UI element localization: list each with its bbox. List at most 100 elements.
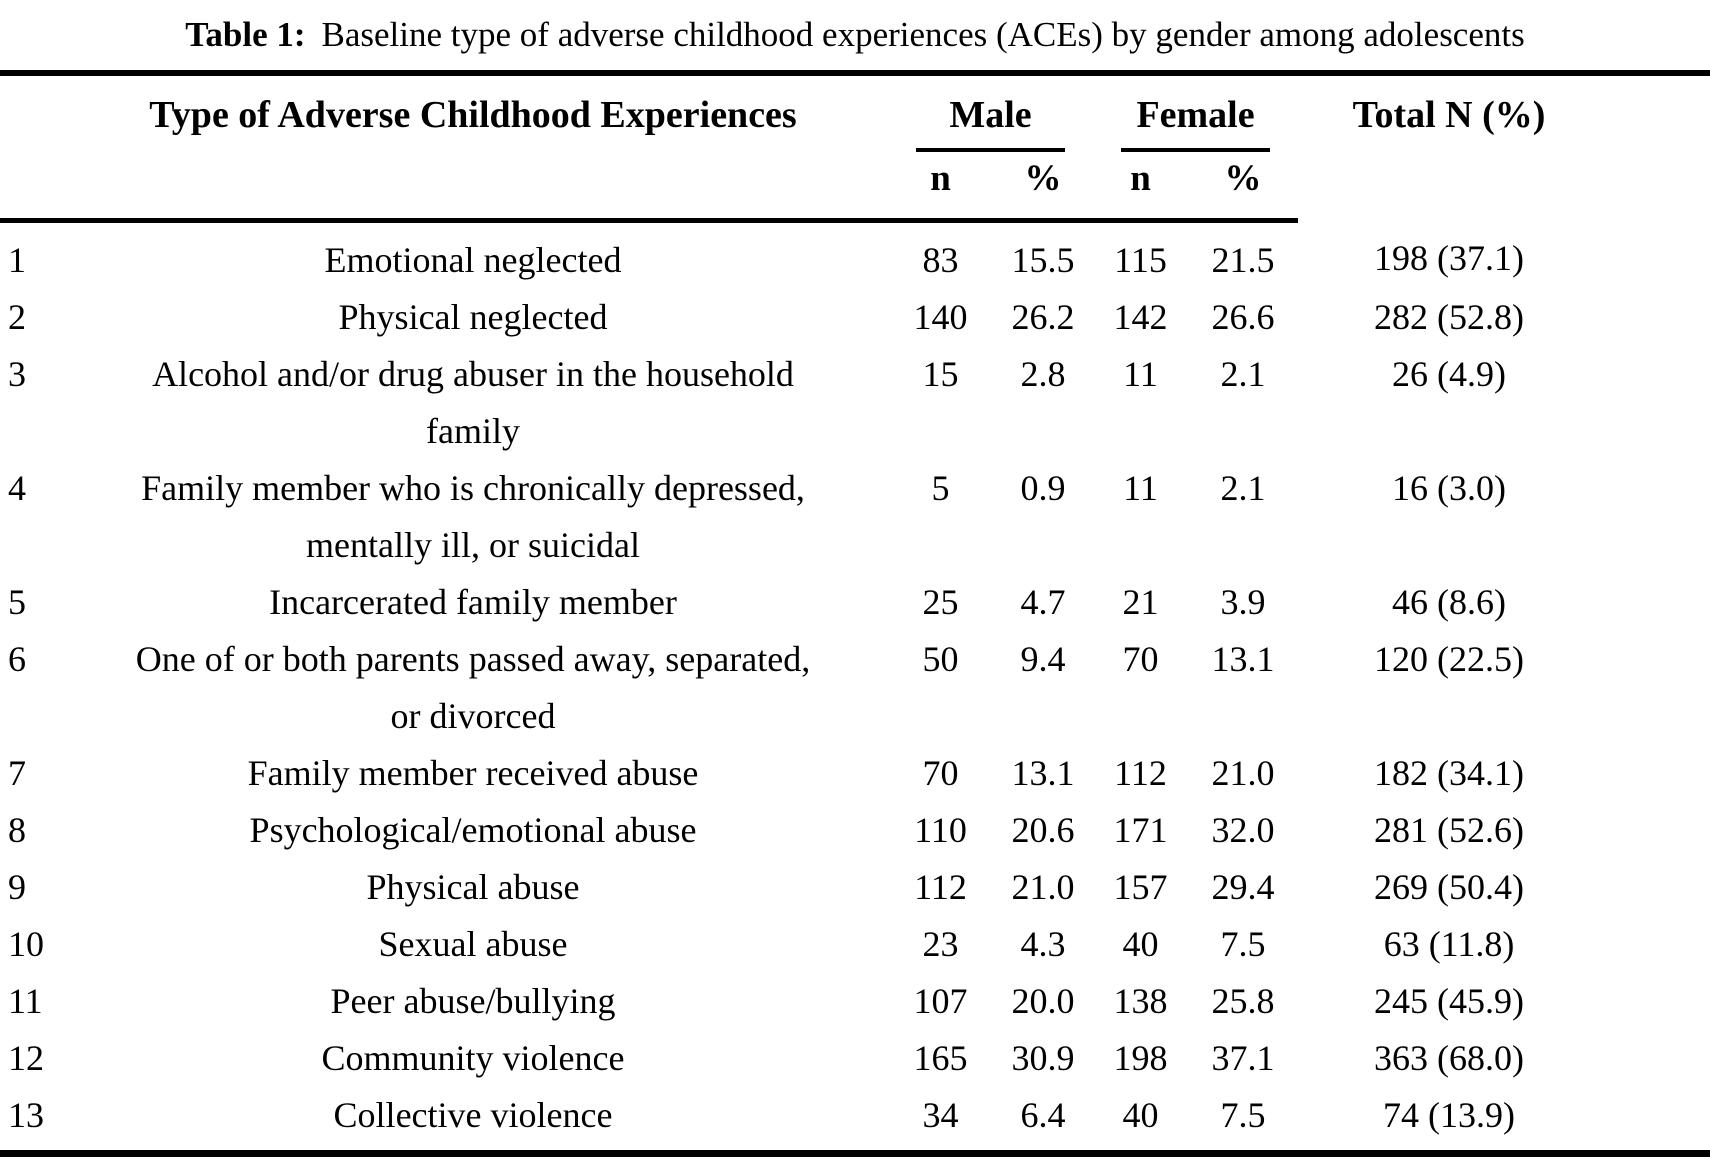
male-pct-cell: 6.4 — [1020, 1095, 1066, 1135]
male-pct-cell: 20.6 — [1011, 810, 1075, 850]
female-n-cell: 70 — [1122, 639, 1159, 679]
table-row: 1 Emotional neglected 83 15.5 115 21.5 1… — [0, 221, 1710, 290]
male-n-cell: 107 — [913, 981, 968, 1021]
aces-table: Type of Adverse Childhood Experiences Ma… — [0, 70, 1710, 1157]
female-pct-cell: 7.5 — [1220, 1095, 1266, 1135]
table-row: 6 One of or both parents passed away, se… — [0, 631, 1710, 745]
female-pct-cell: 21.5 — [1211, 240, 1275, 280]
header-sub-row: n % n % — [0, 152, 1710, 223]
header-type-column: Type of Adverse Childhood Experiences — [149, 94, 797, 136]
type-cell: Alcohol and/or drug abuser in the househ… — [152, 354, 794, 451]
male-n-cell: 25 — [922, 582, 959, 622]
male-n-cell: 50 — [922, 639, 959, 679]
male-n-cell: 140 — [913, 297, 968, 337]
table-row: 9 Physical abuse 112 21.0 157 29.4 269 (… — [0, 859, 1710, 916]
table-row: 7 Family member received abuse 70 13.1 1… — [0, 745, 1710, 802]
header-total-column: Total N (%) — [1352, 94, 1546, 136]
total-cell: 363 (68.0) — [1374, 1038, 1524, 1078]
subheader-male-n: n — [888, 152, 993, 223]
row-number-cell: 3 — [8, 354, 26, 394]
type-cell: Psychological/emotional abuse — [249, 810, 697, 850]
male-pct-cell: 13.1 — [1011, 753, 1075, 793]
female-n-cell: 11 — [1123, 468, 1158, 508]
row-number-cell: 10 — [8, 924, 44, 964]
total-cell: 281 (52.6) — [1374, 810, 1524, 850]
type-cell: Physical abuse — [366, 867, 580, 907]
type-cell: Family member who is chronically depress… — [141, 468, 805, 565]
row-number-cell: 2 — [8, 297, 26, 337]
female-pct-cell: 2.1 — [1220, 468, 1266, 508]
total-cell: 245 (45.9) — [1374, 981, 1524, 1021]
row-number-cell: 4 — [8, 468, 26, 508]
table-row: 4 Family member who is chronically depre… — [0, 460, 1710, 574]
male-n-cell: 5 — [931, 468, 950, 508]
table-row: 10 Sexual abuse 23 4.3 40 7.5 63 (11.8) — [0, 916, 1710, 973]
female-n-cell: 198 — [1113, 1038, 1168, 1078]
header-group-row: Type of Adverse Childhood Experiences Ma… — [0, 73, 1710, 152]
male-n-cell: 23 — [922, 924, 959, 964]
table-header: Type of Adverse Childhood Experiences Ma… — [0, 73, 1710, 223]
header-female-group: Female — [1093, 73, 1298, 152]
table-row: 5 Incarcerated family member 25 4.7 21 3… — [0, 574, 1710, 631]
male-pct-cell: 4.3 — [1020, 924, 1066, 964]
male-pct-cell: 2.8 — [1020, 354, 1066, 394]
male-underline-rule — [916, 148, 1066, 152]
total-cell: 120 (22.5) — [1374, 639, 1524, 679]
type-cell: Sexual abuse — [378, 924, 568, 964]
female-pct-cell: 29.4 — [1211, 867, 1275, 907]
row-number-cell: 12 — [8, 1038, 44, 1078]
total-cell: 182 (34.1) — [1374, 753, 1524, 793]
female-pct-cell: 37.1 — [1211, 1038, 1275, 1078]
male-pct-cell: 20.0 — [1011, 981, 1075, 1021]
female-pct-cell: 3.9 — [1220, 582, 1266, 622]
female-pct-cell: 7.5 — [1220, 924, 1266, 964]
table-body: 1 Emotional neglected 83 15.5 115 21.5 1… — [0, 221, 1710, 1154]
male-n-cell: 110 — [914, 810, 967, 850]
subheader-female-n: n — [1093, 152, 1189, 223]
female-n-cell: 115 — [1114, 240, 1167, 280]
total-cell: 16 (3.0) — [1392, 468, 1506, 508]
total-cell: 198 (37.1) — [1374, 237, 1524, 278]
table-row: 12 Community violence 165 30.9 198 37.1 … — [0, 1030, 1710, 1087]
type-cell: Physical neglected — [338, 297, 608, 337]
female-pct-cell: 25.8 — [1211, 981, 1275, 1021]
row-number-cell: 11 — [8, 981, 43, 1021]
male-pct-cell: 15.5 — [1011, 240, 1075, 280]
male-group-label: Male — [949, 94, 1032, 136]
male-pct-cell: 0.9 — [1020, 468, 1066, 508]
male-n-cell: 70 — [922, 753, 959, 793]
row-number-cell: 1 — [8, 240, 26, 280]
male-pct-cell: 30.9 — [1011, 1038, 1075, 1078]
table-row: 13 Collective violence 34 6.4 40 7.5 74 … — [0, 1087, 1710, 1154]
subheader-female-pct: % — [1188, 152, 1299, 223]
male-n-cell: 112 — [914, 867, 967, 907]
row-number-cell: 5 — [8, 582, 26, 622]
female-n-cell: 21 — [1122, 582, 1159, 622]
type-cell: Peer abuse/bullying — [330, 981, 616, 1021]
female-pct-cell: 26.6 — [1211, 297, 1275, 337]
subheader-empty-type — [58, 152, 888, 223]
table-row: 8 Psychological/emotional abuse 110 20.6… — [0, 802, 1710, 859]
female-underline-rule — [1121, 148, 1271, 152]
table-row: 11 Peer abuse/bullying 107 20.0 138 25.8… — [0, 973, 1710, 1030]
table-row: 3 Alcohol and/or drug abuser in the hous… — [0, 346, 1710, 460]
female-pct-cell: 32.0 — [1211, 810, 1275, 850]
total-cell: 269 (50.4) — [1374, 867, 1524, 907]
total-cell: 26 (4.9) — [1392, 354, 1506, 394]
type-cell: Family member received abuse — [247, 753, 699, 793]
male-pct-cell: 4.7 — [1020, 582, 1066, 622]
total-cell: 46 (8.6) — [1392, 582, 1506, 622]
male-n-cell: 165 — [913, 1038, 968, 1078]
total-cell: 282 (52.8) — [1374, 297, 1524, 337]
male-n-cell: 15 — [922, 354, 959, 394]
table-title: Table 1: Baseline type of adverse childho… — [0, 0, 1710, 57]
female-n-cell: 171 — [1113, 810, 1168, 850]
female-n-cell: 112 — [1114, 753, 1167, 793]
male-pct-cell: 9.4 — [1020, 639, 1066, 679]
male-pct-cell: 21.0 — [1011, 867, 1075, 907]
type-cell: Community violence — [321, 1038, 625, 1078]
female-pct-cell: 13.1 — [1211, 639, 1275, 679]
type-cell: One of or both parents passed away, sepa… — [135, 639, 811, 736]
row-number-cell: 8 — [8, 810, 26, 850]
